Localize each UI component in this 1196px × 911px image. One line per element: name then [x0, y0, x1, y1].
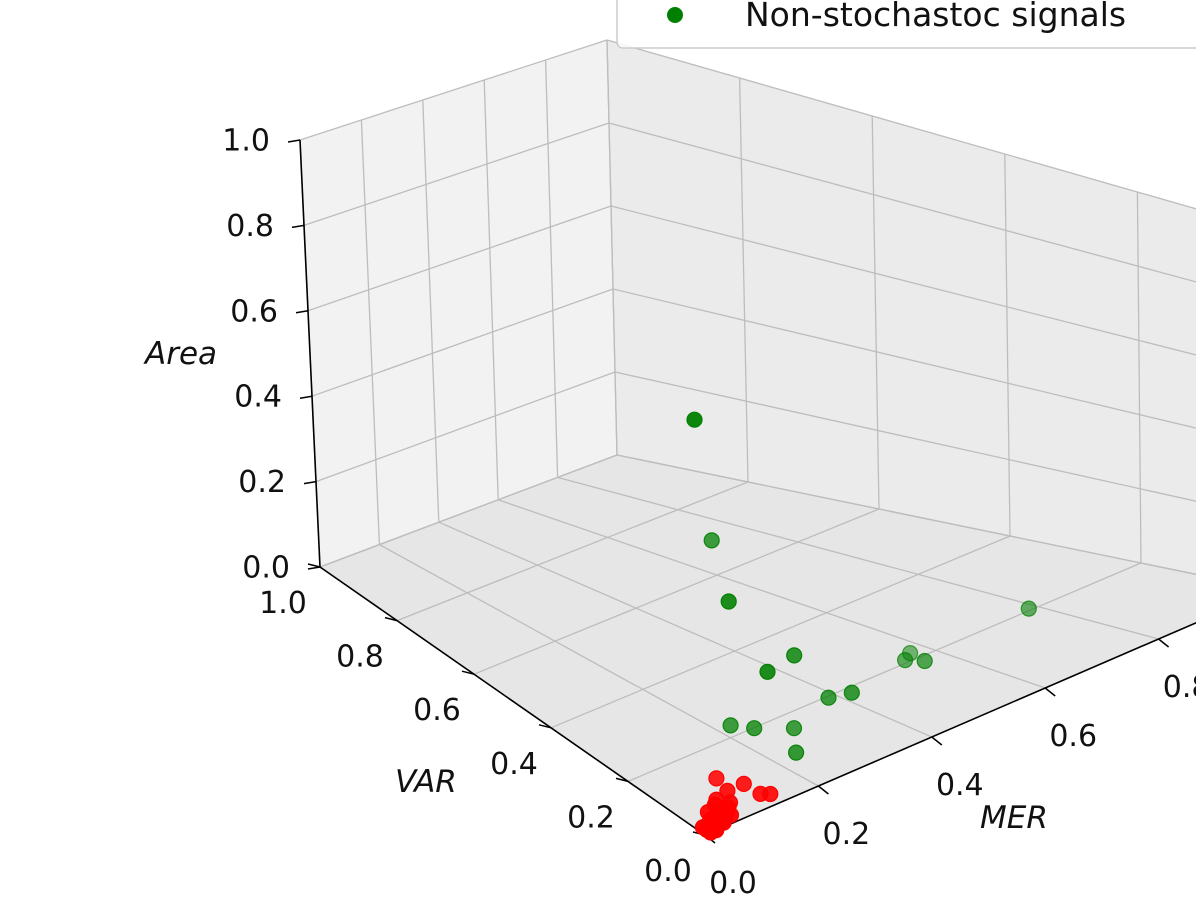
grid-lines — [299, 39, 1196, 836]
legend-box — [616, 0, 1196, 49]
grid-back-right-z-4 — [608, 122, 1196, 283]
point-green-8 — [1020, 600, 1037, 617]
grid-floor-x-1 — [379, 544, 819, 787]
grid-floor-y-1 — [627, 562, 1142, 782]
y-tick-1 — [615, 777, 629, 783]
y-tick-label-0: 0.0 — [644, 854, 692, 889]
y-tick-label-4: 0.8 — [336, 640, 384, 675]
y-tick-label-1: 0.2 — [567, 800, 615, 835]
grid-back-left-v-5 — [606, 39, 618, 456]
grid-floor-x-3 — [497, 499, 1046, 689]
tick-labels: 0.0 0.0 0.0 0.2 0.2 0.2 0.4 0.4 0.4 0.6 0.6 0.6 0.8 0… — [222, 124, 1196, 902]
grid-back-left-z-3 — [307, 205, 612, 312]
z-axis-label: Area — [143, 336, 217, 372]
point-red-24 — [722, 806, 740, 824]
grid-back-right-z-1 — [614, 371, 1196, 502]
grid-back-right-z-3 — [610, 205, 1196, 356]
z-tick-4 — [291, 224, 305, 229]
point-red-25 — [708, 791, 725, 808]
point-green-4 — [786, 647, 803, 664]
x-tick-4 — [1158, 638, 1170, 648]
y-tick-2 — [538, 724, 552, 729]
grid-back-left-z-1 — [315, 371, 616, 483]
point-green-2 — [703, 532, 720, 549]
z-tick-2 — [299, 395, 313, 399]
z-tick-label-2: 0.4 — [234, 380, 282, 415]
point-green-7 — [916, 652, 933, 670]
grid-back-left-v-2 — [422, 99, 440, 523]
z-tick-0 — [307, 566, 321, 570]
x-tick-3 — [1044, 687, 1056, 697]
grid-back-right-v-4 — [1136, 191, 1142, 564]
x-axis-line — [704, 621, 1196, 836]
grid-back-left-v-4 — [544, 59, 559, 478]
y-tick-4 — [384, 616, 398, 622]
grid-floor-y-4 — [396, 481, 749, 622]
grid-floor-x-2 — [438, 521, 933, 738]
z-axis-line — [299, 139, 321, 568]
z-tick-5 — [287, 139, 301, 143]
point-red-2 — [708, 770, 725, 787]
y-tick-label-2: 0.4 — [490, 747, 538, 782]
x-tick-1 — [817, 785, 829, 795]
x-tick-label-2: 0.4 — [936, 768, 984, 803]
z-tick-3 — [295, 310, 309, 314]
grid-floor-x-5 — [616, 454, 1196, 575]
grid-back-left-z-5 — [299, 39, 608, 141]
grid-back-right-z-2 — [612, 288, 1196, 429]
grid-back-right-z-5 — [606, 39, 1196, 210]
point-green-14 — [787, 744, 805, 761]
point-green-12 — [746, 720, 763, 737]
x-tick-label-0: 0.0 — [709, 866, 757, 901]
point-green-10 — [901, 644, 919, 662]
grid-floor-x-4 — [557, 476, 1159, 640]
grid-back-left-z-4 — [303, 122, 610, 227]
grid-back-left-v-1 — [360, 119, 381, 545]
point-green-6 — [820, 689, 837, 706]
z-tick-label-3: 0.6 — [230, 294, 278, 329]
z-tick-label-1: 0.2 — [238, 465, 286, 500]
grid-back-right-v-1 — [738, 77, 749, 483]
data-points — [686, 411, 1037, 841]
point-green-11 — [722, 717, 739, 734]
grid-back-right-v-3 — [1004, 153, 1011, 537]
z-tick-label-5: 1.0 — [222, 124, 270, 159]
point-green-0 — [686, 411, 703, 428]
grid-back-left-v-3 — [483, 79, 499, 500]
x-tick-label-4: 0.8 — [1163, 670, 1196, 705]
y-axis-line — [319, 566, 706, 836]
point-green-13 — [785, 720, 803, 737]
grid-back-right-v-2 — [871, 115, 880, 510]
y-tick-5 — [307, 563, 321, 568]
x-tick-label-1: 0.2 — [823, 817, 871, 852]
point-red-4 — [762, 785, 779, 803]
y-tick-label-3: 0.6 — [413, 693, 461, 728]
legend-marker-green — [667, 7, 683, 23]
grid-back-left-z-2 — [311, 288, 614, 397]
grid-floor-y-2 — [550, 535, 1011, 729]
point-green-5 — [843, 684, 860, 701]
x-tick-2 — [931, 736, 943, 746]
grid-floor-y-5 — [319, 454, 618, 568]
point-red-23 — [694, 819, 712, 836]
legend-label: Non-stochastoc signals — [745, 0, 1126, 34]
x-axis-label: MER — [980, 800, 1048, 836]
point-green-1 — [720, 593, 737, 610]
y-axis-label: VAR — [395, 764, 457, 800]
z-tick-1 — [303, 480, 317, 485]
point-green-3 — [759, 663, 776, 680]
x-tick-label-3: 0.6 — [1049, 719, 1097, 754]
z-tick-label-0: 0.0 — [242, 551, 290, 586]
point-red-1 — [735, 775, 752, 793]
y-tick-label-5: 1.0 — [259, 586, 307, 621]
grid-floor-y-3 — [473, 508, 880, 675]
y-tick-3 — [461, 670, 475, 675]
z-tick-label-4: 0.8 — [226, 209, 274, 244]
